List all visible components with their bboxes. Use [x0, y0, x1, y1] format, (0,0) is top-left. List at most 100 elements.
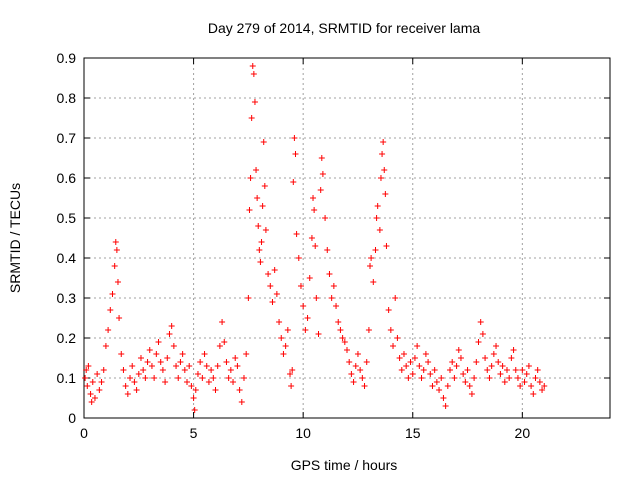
data-point: [337, 327, 344, 333]
data-point: [333, 303, 340, 309]
data-point: [374, 203, 381, 209]
y-axis: 0 0.1 0.2 0.3 0.4 0.5 0.6 0.7 0.8 0.9: [57, 50, 610, 426]
data-point: [84, 383, 91, 389]
data-point: [359, 375, 366, 381]
data-point: [290, 179, 297, 185]
data-point: [291, 135, 298, 141]
data-point: [295, 255, 302, 261]
data-point: [453, 363, 460, 369]
data-point: [262, 227, 269, 233]
data-point: [208, 367, 215, 373]
data-point: [194, 371, 201, 377]
data-point: [302, 327, 309, 333]
data-point: [444, 383, 451, 389]
data-point: [278, 335, 285, 341]
data-point: [429, 383, 436, 389]
data-point: [260, 139, 267, 145]
data-point: [383, 243, 390, 249]
data-point: [306, 275, 313, 281]
data-point: [519, 367, 526, 373]
grid-lines: [84, 58, 610, 418]
data-point: [319, 171, 326, 177]
data-point: [245, 295, 252, 301]
data-point: [168, 323, 175, 329]
data-point: [83, 367, 90, 373]
data-point: [96, 387, 103, 393]
data-point: [370, 279, 377, 285]
data-point: [521, 379, 528, 385]
data-point: [382, 191, 389, 197]
data-point: [190, 395, 197, 401]
data-point: [142, 375, 149, 381]
data-point: [328, 295, 335, 301]
data-point: [225, 375, 232, 381]
data-point: [192, 387, 199, 393]
data-point: [221, 339, 228, 345]
data-point: [292, 151, 299, 157]
y-tick-label: 0.2: [57, 330, 77, 346]
data-point: [122, 383, 129, 389]
data-point: [324, 247, 331, 253]
data-point: [201, 351, 208, 357]
data-point: [177, 359, 184, 365]
data-point: [227, 367, 234, 373]
data-point: [350, 379, 357, 385]
data-point: [203, 363, 210, 369]
data-point: [427, 371, 434, 377]
x-tick-label: 0: [80, 425, 88, 441]
data-point: [330, 283, 337, 289]
data-point: [257, 259, 264, 265]
data-point: [109, 291, 116, 297]
data-point: [317, 187, 324, 193]
data-point: [135, 371, 142, 377]
data-point: [468, 391, 475, 397]
data-point: [390, 343, 397, 349]
data-point: [164, 355, 171, 361]
y-tick-label: 0.6: [57, 170, 77, 186]
data-point: [162, 379, 169, 385]
data-series: [82, 63, 548, 413]
data-point: [473, 359, 480, 365]
data-point: [87, 391, 94, 397]
y-tick-label: 0.4: [57, 250, 77, 266]
data-point: [82, 375, 89, 381]
data-point: [313, 295, 320, 301]
data-point: [523, 371, 530, 377]
data-point: [497, 371, 504, 377]
data-point: [530, 391, 537, 397]
data-point: [120, 367, 127, 373]
data-point: [493, 343, 500, 349]
data-point: [111, 263, 118, 269]
data-point: [436, 387, 443, 393]
data-point: [466, 383, 473, 389]
data-point: [205, 379, 212, 385]
data-point: [105, 327, 112, 333]
data-point: [186, 363, 193, 369]
data-point: [541, 383, 548, 389]
data-point: [88, 399, 95, 405]
data-point: [282, 343, 289, 349]
data-point: [486, 375, 493, 381]
data-point: [155, 339, 162, 345]
data-point: [508, 355, 515, 361]
data-point: [479, 331, 486, 337]
data-point: [129, 363, 136, 369]
data-point: [318, 155, 325, 161]
data-point: [247, 175, 254, 181]
data-point: [400, 351, 407, 357]
data-point: [256, 247, 263, 253]
data-point: [248, 115, 255, 121]
data-point: [365, 327, 372, 333]
data-point: [451, 375, 458, 381]
data-point: [137, 355, 144, 361]
data-point: [311, 207, 318, 213]
y-tick-label: 0.5: [57, 210, 77, 226]
y-tick-label: 0.1: [57, 370, 77, 386]
data-point: [528, 383, 535, 389]
data-point: [411, 355, 418, 361]
data-point: [102, 343, 109, 349]
data-point: [339, 335, 346, 341]
data-point: [326, 271, 333, 277]
data-point: [368, 255, 375, 261]
data-point: [114, 279, 121, 285]
